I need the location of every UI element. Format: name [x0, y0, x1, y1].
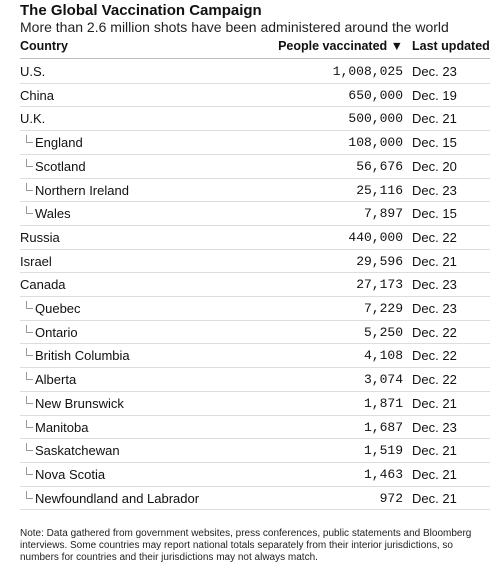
country: Canada — [20, 277, 66, 293]
last-updated: Dec. 22 — [412, 229, 457, 245]
row-rule — [20, 390, 490, 392]
last-updated: Dec. 22 — [412, 324, 457, 340]
row-rule — [20, 485, 490, 487]
people-vaccinated: 5,250 — [363, 324, 403, 340]
people-vaccinated: 56,676 — [356, 158, 403, 174]
people-vaccinated: 650,000 — [348, 87, 403, 103]
branch-icon — [26, 135, 33, 144]
column-header[interactable]: People vaccinated ▼ — [278, 39, 403, 53]
last-updated: Dec. 22 — [412, 348, 457, 364]
country: China — [20, 87, 54, 103]
last-updated: Dec. 15 — [412, 206, 457, 222]
branch-icon — [26, 206, 33, 215]
row-rule — [20, 319, 490, 321]
people-vaccinated: 1,871 — [363, 395, 403, 411]
country: British Columbia — [35, 348, 130, 364]
branch-icon — [26, 324, 33, 333]
row-rule — [20, 153, 490, 155]
people-vaccinated: 25,116 — [356, 182, 403, 198]
people-vaccinated: 27,173 — [356, 277, 403, 293]
branch-icon — [26, 395, 33, 404]
country: U.K. — [20, 111, 46, 127]
branch-icon — [26, 158, 33, 167]
last-updated: Dec. 23 — [412, 301, 457, 316]
country: Israel — [20, 253, 52, 269]
last-updated: Dec. 21 — [412, 111, 457, 127]
row-rule — [20, 201, 490, 203]
last-updated: Dec. 21 — [412, 253, 457, 269]
branch-icon — [26, 348, 33, 357]
last-updated: Dec. 21 — [412, 490, 457, 506]
row-rule — [20, 272, 490, 274]
last-updated: Dec. 21 — [412, 466, 457, 482]
row-rule — [20, 82, 490, 84]
people-vaccinated: 3,074 — [363, 372, 403, 388]
people-vaccinated: 4,108 — [363, 348, 403, 364]
branch-icon — [26, 490, 33, 499]
country: Northern Ireland — [35, 182, 129, 198]
note: Note: Data gathered from government webs… — [20, 528, 472, 563]
country: Ontario — [35, 324, 78, 340]
branch-icon — [26, 443, 33, 452]
row-rule — [20, 106, 490, 108]
last-updated: Dec. 23 — [412, 277, 457, 293]
branch-icon — [26, 301, 33, 309]
last-updated: Dec. 23 — [412, 182, 457, 198]
country: New Brunswick — [35, 395, 124, 411]
row-rule — [20, 177, 490, 179]
last-updated: Dec. 19 — [412, 87, 457, 103]
country: U.S. — [20, 64, 46, 79]
header-rule — [20, 58, 490, 59]
people-vaccinated: 7,897 — [363, 206, 403, 222]
row-rule — [20, 461, 490, 463]
country: Quebec — [35, 301, 81, 316]
branch-icon — [26, 182, 33, 191]
last-updated: Dec. 15 — [412, 135, 457, 151]
branch-icon — [26, 372, 33, 381]
row-rule — [20, 224, 490, 226]
last-updated: Dec. 21 — [412, 395, 457, 411]
people-vaccinated: 29,596 — [356, 253, 403, 269]
country: Wales — [35, 206, 71, 222]
row-rule — [20, 509, 490, 511]
last-updated: Dec. 20 — [412, 158, 457, 174]
people-vaccinated: 1,463 — [363, 466, 403, 482]
country: Nova Scotia — [35, 466, 106, 482]
country: Russia — [20, 229, 60, 245]
branch-icon — [26, 466, 33, 475]
column-header: Country — [20, 39, 68, 53]
people-vaccinated: 1,519 — [363, 443, 403, 459]
country: Alberta — [35, 372, 77, 388]
row-rule — [20, 343, 490, 345]
people-vaccinated: 440,000 — [348, 229, 403, 245]
people-vaccinated: 1,008,025 — [332, 64, 403, 79]
row-rule — [20, 248, 490, 250]
row-rule — [20, 367, 490, 369]
country: England — [35, 135, 83, 151]
branch-icon — [26, 419, 33, 428]
country: Newfoundland and Labrador — [35, 490, 200, 506]
row-rule — [20, 130, 490, 132]
people-vaccinated: 108,000 — [348, 135, 403, 151]
people-vaccinated: 1,687 — [363, 419, 403, 435]
last-updated: Dec. 22 — [412, 372, 457, 388]
row-rule — [20, 296, 490, 297]
country: Manitoba — [35, 419, 89, 435]
people-vaccinated: 7,229 — [363, 301, 403, 316]
column-header: Last updated — [412, 39, 490, 53]
last-updated: Dec. 23 — [412, 64, 457, 79]
title: The Global Vaccination Campaign — [20, 2, 262, 19]
last-updated: Dec. 21 — [412, 443, 457, 459]
row-rule — [20, 414, 490, 416]
last-updated: Dec. 23 — [412, 419, 457, 435]
row-rule — [20, 438, 490, 440]
country: Saskatchewan — [35, 443, 120, 459]
country: Scotland — [35, 158, 86, 174]
people-vaccinated: 972 — [379, 490, 403, 506]
people-vaccinated: 500,000 — [348, 111, 403, 127]
subtitle: More than 2.6 million shots have been ad… — [20, 19, 449, 35]
